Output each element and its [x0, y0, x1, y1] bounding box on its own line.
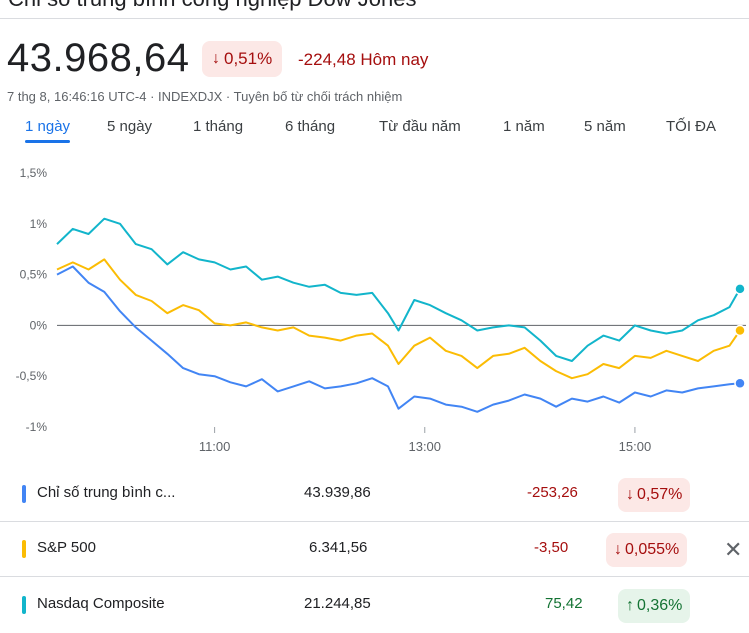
- tab-ytd[interactable]: Từ đầu năm: [379, 118, 461, 135]
- tab-max[interactable]: TỐI ĐA: [666, 118, 717, 135]
- legend-percent-badge: ↑ 0,36%: [618, 589, 691, 623]
- quote-meta: 7 thg 8, 16:46:16 UTC-4 · INDEXDJX · Tuy…: [7, 89, 403, 104]
- price-chart[interactable]: 1,5% 1% 0,5% 0% -0,5% -1% 11:00 13:00 15:00: [0, 155, 749, 460]
- y-tick-label: 0,5%: [20, 268, 48, 282]
- arrow-down-icon: ↓: [626, 486, 634, 503]
- y-tick-label: -1%: [26, 420, 48, 434]
- change-percent-value: 0,51%: [224, 49, 273, 68]
- legend-change: -253,26: [527, 484, 578, 501]
- legend-name: Chỉ số trung bình c...: [37, 484, 176, 501]
- current-price: 43.968,64: [7, 36, 190, 80]
- close-icon[interactable]: ✕: [724, 537, 743, 562]
- y-tick-label: -0,5%: [16, 369, 48, 383]
- x-tick-label: 15:00: [619, 439, 652, 454]
- legend-row-nasdaq[interactable]: Nasdaq Composite 21.244,85 75,42 ↑ 0,36%: [0, 579, 749, 633]
- tab-1-day[interactable]: 1 ngày: [25, 118, 71, 135]
- arrow-up-icon: ↑: [626, 597, 634, 614]
- y-tick-label: 0%: [30, 318, 48, 332]
- legend-value: 6.341,56: [309, 539, 368, 556]
- series-swatch: [22, 485, 26, 503]
- tab-1-month[interactable]: 1 tháng: [193, 118, 244, 135]
- legend-percent-badge: ↓ 0,055%: [606, 533, 688, 567]
- page-title: Chỉ số trung bình công nghiệp Dow Jones: [8, 0, 416, 12]
- x-tick-label: 11:00: [199, 439, 231, 454]
- legend-percent: 0,57%: [637, 486, 683, 503]
- arrow-down-icon: ↓: [212, 50, 220, 67]
- legend-change: -3,50: [534, 539, 569, 556]
- arrow-down-icon: ↓: [614, 541, 622, 558]
- legend-row-dow[interactable]: Chỉ số trung bình c... 43.939,86 -253,26…: [0, 468, 749, 522]
- series-end-point: [734, 283, 746, 295]
- series-line: [56, 258, 741, 380]
- series-line: [56, 217, 741, 362]
- tab-1-year[interactable]: 1 năm: [503, 118, 545, 135]
- series-end-point: [734, 377, 746, 390]
- y-tick-label: 1,5%: [20, 166, 48, 180]
- series-swatch: [22, 596, 26, 614]
- change-percent-badge: ↓ 0,51%: [202, 41, 283, 77]
- divider: [0, 576, 749, 577]
- active-tab-indicator: [25, 140, 70, 143]
- range-tabs: 1 ngày 5 ngày 1 tháng 6 tháng Từ đầu năm…: [0, 118, 749, 144]
- legend-row-sp500[interactable]: S&P 500 6.341,56 -3,50 ↓ 0,055% ✕: [0, 523, 749, 577]
- tab-6-months[interactable]: 6 tháng: [285, 118, 336, 135]
- legend-percent: 0,055%: [625, 541, 680, 558]
- y-tick-label: 1%: [30, 217, 48, 231]
- tab-5-years[interactable]: 5 năm: [584, 118, 626, 135]
- legend-name: S&P 500: [37, 539, 96, 556]
- series-line: [56, 265, 741, 413]
- legend-value: 43.939,86: [304, 484, 371, 501]
- legend-percent: 0,36%: [637, 597, 683, 614]
- legend-percent-badge: ↓ 0,57%: [618, 478, 691, 512]
- tab-5-days[interactable]: 5 ngày: [107, 118, 153, 135]
- change-today: -224,48 Hôm nay: [298, 50, 429, 69]
- x-tick-label: 13:00: [408, 439, 441, 454]
- divider: [0, 521, 749, 522]
- divider: [0, 18, 749, 19]
- series-swatch: [22, 540, 26, 558]
- series-end-point: [734, 324, 746, 337]
